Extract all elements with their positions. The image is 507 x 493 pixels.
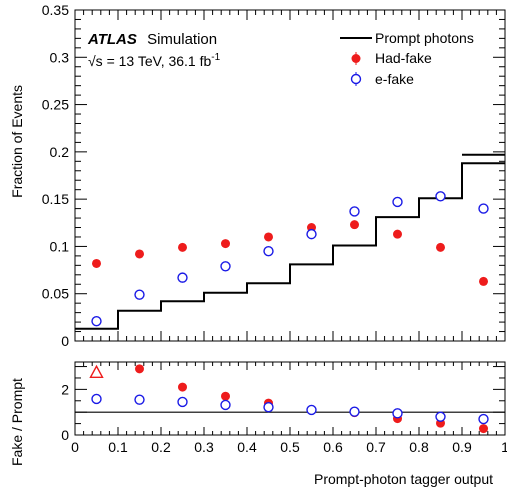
atlas-label: ATLAS Simulation <box>87 31 217 48</box>
y-tick-label: 0.1 <box>50 238 70 254</box>
y-tick-label: 0.3 <box>50 49 70 65</box>
ratio-e-fake-point <box>478 413 489 425</box>
e-fake-point <box>91 315 102 327</box>
x-tick-label: 0.4 <box>237 439 257 455</box>
e-fake-point <box>177 272 188 283</box>
x-tick-label: 0.2 <box>151 439 171 455</box>
ratio-e-fake-point <box>435 411 446 422</box>
had-fake-point <box>393 229 402 239</box>
y-tick-label: 2 <box>61 381 69 397</box>
main-y-axis-title: Fraction of Events <box>9 85 25 198</box>
x-tick-label: 0.7 <box>366 439 386 455</box>
e-fake-point <box>349 206 360 217</box>
y-tick-label: 0.25 <box>42 97 69 113</box>
ratio-e-fake-point <box>220 399 231 411</box>
x-tick-label: 0.1 <box>108 439 128 455</box>
y-tick-label: 0.15 <box>42 191 69 207</box>
ratio-axis-ticks <box>74 362 506 436</box>
ratio-y-axis-title: Fake / Prompt <box>9 378 25 466</box>
x-tick-label: 0.3 <box>194 439 214 455</box>
ratio-had-fake-point <box>221 391 230 401</box>
main-y-tick-labels: 0 0.05 0.1 0.15 0.2 0.25 0.3 0.35 <box>42 2 69 349</box>
had-fake-point <box>479 276 488 286</box>
ratio-e-fake-point <box>392 408 403 419</box>
energy-text: = 13 TeV, 36.1 fb <box>103 53 212 69</box>
legend-efake-label: e-fake <box>375 71 414 87</box>
ratio-e-fake-point <box>177 396 188 408</box>
main-series <box>75 153 505 330</box>
ratio-series <box>75 364 505 434</box>
e-fake-point <box>134 289 145 300</box>
had-fake-point <box>178 242 187 252</box>
had-fake-point <box>92 258 101 268</box>
atlas-simulation: Simulation <box>147 31 217 48</box>
energy-sqrt: √s <box>88 53 103 69</box>
had-fake-point <box>350 220 359 230</box>
legend-hadfake-marker <box>351 54 361 63</box>
x-tick-label: 0.5 <box>280 439 300 455</box>
e-fake-point <box>478 203 489 214</box>
x-tick-label: 0.9 <box>452 439 472 455</box>
y-tick-label: 0.05 <box>42 286 69 302</box>
x-tick-label: 0.8 <box>409 439 429 455</box>
x-tick-label: 0 <box>71 439 79 455</box>
had-fake-point <box>221 239 230 249</box>
legend-hadfake-label: Had-fake <box>375 50 432 66</box>
ratio-e-fake-point <box>349 406 360 417</box>
x-tick-label: 1 <box>501 439 507 455</box>
ratio-y-tick-labels: 02 <box>61 381 69 443</box>
legend-prompt-label: Prompt photons <box>375 30 474 46</box>
e-fake-point <box>220 261 231 272</box>
had-fake-point <box>436 242 445 252</box>
ratio-had-fake-point <box>479 424 488 434</box>
prompt-photons-histogram <box>75 153 505 330</box>
had-fake-point <box>264 232 273 242</box>
legend-efake-marker <box>350 73 362 85</box>
legend: Prompt photons Had-fake e-fake <box>340 30 474 87</box>
ratio-had-fake-point <box>178 382 187 392</box>
ratio-had-fake-point <box>135 364 144 374</box>
main-axis-ticks <box>74 9 506 342</box>
e-fake-point <box>263 245 274 257</box>
x-tick-labels: 0 0.1 0.2 0.3 0.4 0.5 0.6 0.7 0.8 0.9 1 <box>71 439 507 455</box>
y-tick-label: 0 <box>61 427 69 443</box>
energy-exp: -1 <box>211 52 220 63</box>
y-tick-label: 0 <box>61 333 69 349</box>
x-tick-label: 0.6 <box>323 439 343 455</box>
y-tick-label: 0.35 <box>42 2 69 18</box>
atlas-bold: ATLAS <box>87 31 137 48</box>
ratio-e-fake-point <box>306 404 317 416</box>
e-fake-point <box>392 196 403 208</box>
e-fake-point <box>306 228 317 240</box>
y-tick-label: 0.2 <box>50 144 70 160</box>
ratio-had-fake-offscale-marker <box>89 364 104 378</box>
e-fake-point <box>435 191 446 202</box>
x-axis-title: Prompt-photon tagger output <box>314 471 493 487</box>
had-fake-point <box>135 249 144 259</box>
energy-label: √s = 13 TeV, 36.1 fb-1 <box>88 52 221 69</box>
ratio-e-fake-point <box>134 394 145 405</box>
ratio-e-fake-point <box>91 393 102 405</box>
ratio-e-fake-point <box>263 401 274 413</box>
